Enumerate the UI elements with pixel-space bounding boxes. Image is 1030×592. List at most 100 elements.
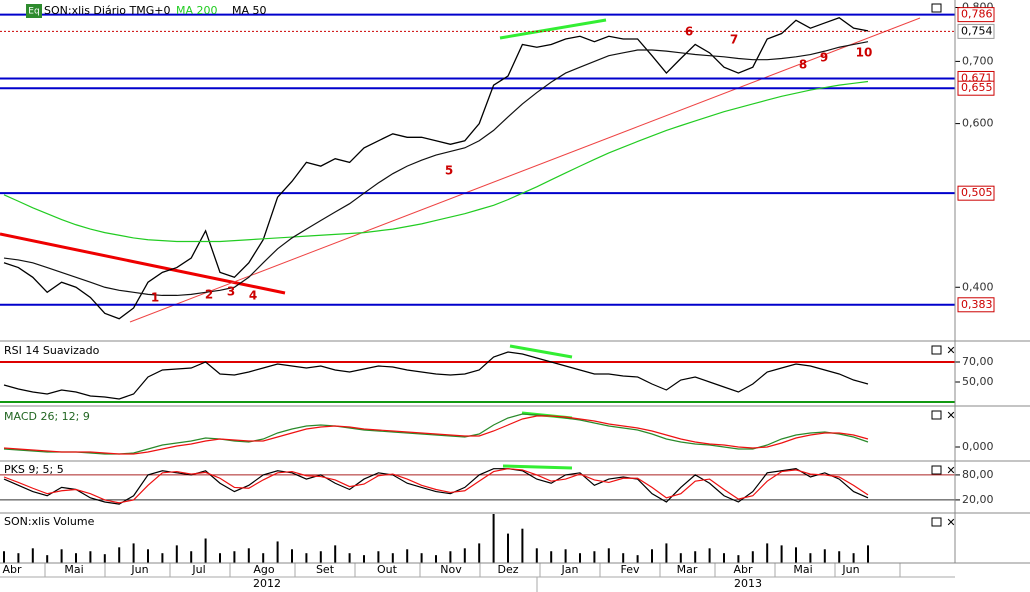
volume-bar — [17, 553, 20, 563]
volume-bar — [809, 553, 812, 563]
panel-title[interactable]: RSI 14 Suavizado — [4, 344, 100, 357]
volume-bar — [420, 553, 423, 563]
annotation: 3 — [227, 285, 235, 299]
x-tick-label: Jan — [561, 563, 579, 576]
volume-bar — [867, 545, 869, 563]
close-button[interactable]: ✕ — [946, 464, 955, 477]
volume-bar — [175, 545, 178, 563]
volume-bar — [737, 555, 740, 563]
volume-bar — [679, 553, 682, 563]
volume-bar — [406, 549, 409, 563]
level-label-box — [957, 23, 995, 39]
panel-title[interactable]: SON:xlis Diário TMG+0 — [44, 4, 170, 17]
level-label: 0,383 — [961, 298, 993, 311]
eq-icon[interactable] — [26, 4, 42, 18]
y-tick-label: 20,00 — [962, 493, 994, 506]
volume-bar — [89, 551, 92, 563]
maximize-button[interactable] — [931, 465, 942, 475]
series-line — [3, 413, 869, 455]
series-line — [3, 16, 869, 320]
y-tick-label: 0,700 — [962, 54, 994, 67]
series-line — [3, 468, 869, 504]
volume-bar — [391, 553, 394, 563]
volume-bar — [348, 553, 351, 563]
eq-icon-label: Eq — [28, 7, 39, 17]
volume-bar — [75, 553, 77, 563]
close-button[interactable]: ✕ — [946, 409, 955, 422]
x-tick-label: Abr — [733, 563, 753, 576]
maximize-button[interactable] — [931, 3, 942, 13]
volume-bar — [147, 549, 149, 563]
volume-bar — [535, 548, 538, 563]
volume-bar — [492, 514, 495, 563]
volume-bar — [463, 548, 466, 563]
legend-entry[interactable]: MA 200 — [176, 4, 218, 17]
volume-bar — [852, 553, 855, 563]
x-tick-label: Abr — [2, 563, 22, 576]
divergence-line — [499, 18, 607, 40]
x-tick-label: Ago — [253, 563, 275, 576]
volume-bar — [823, 549, 826, 563]
series-line — [3, 468, 869, 505]
volume-bar — [319, 551, 322, 563]
level-label-box — [957, 80, 995, 96]
volume-bar — [377, 551, 380, 563]
volume-bar — [449, 551, 452, 563]
divergence-line — [502, 464, 573, 470]
annotation: 6 — [685, 25, 693, 39]
y-tick-label: 0,600 — [962, 117, 994, 130]
close-button[interactable]: ✕ — [946, 516, 955, 529]
volume-bar — [291, 549, 293, 563]
maximize-button[interactable] — [931, 517, 942, 527]
volume-bar — [521, 528, 524, 563]
trendline — [0, 232, 286, 295]
x-tick-label: Out — [377, 563, 398, 576]
maximize-button[interactable] — [931, 345, 942, 355]
x-tick-label: Set — [316, 563, 335, 576]
series-line — [3, 351, 869, 400]
volume-bar — [478, 543, 481, 563]
level-label: 0,754 — [961, 24, 993, 37]
annotation: 5 — [445, 164, 453, 178]
volume-bar — [579, 553, 581, 563]
panel-title[interactable]: PKS 9; 5; 5 — [4, 463, 64, 476]
volume-bar — [665, 543, 668, 563]
volume-bar — [219, 553, 221, 563]
maximize-button[interactable] — [931, 410, 942, 420]
y-tick-label: 70,00 — [962, 355, 994, 368]
close-button[interactable]: ✕ — [946, 344, 955, 357]
volume-bar — [593, 551, 596, 563]
level-label-box — [957, 297, 995, 313]
trendline — [129, 17, 921, 323]
panel-title[interactable]: MACD 26; 12; 9 — [4, 410, 90, 423]
level-label-box — [957, 185, 995, 201]
year-label: 2013 — [734, 577, 762, 590]
volume-bar — [118, 547, 121, 563]
series-line — [3, 415, 869, 455]
volume-bar — [161, 553, 164, 563]
annotation: 10 — [856, 46, 873, 60]
volume-bar — [31, 548, 34, 563]
series-line — [3, 41, 869, 297]
volume-bar — [132, 543, 135, 563]
level-label: 0,786 — [961, 8, 993, 21]
legend-entry[interactable]: MA 50 — [232, 4, 267, 17]
series-line — [3, 80, 869, 243]
annotation: 8 — [799, 58, 807, 72]
volume-bar — [564, 549, 567, 563]
x-tick-label: Fev — [620, 563, 639, 576]
x-tick-label: Mai — [793, 563, 812, 576]
y-tick-label: 50,00 — [962, 375, 994, 388]
level-label: 0,505 — [961, 186, 993, 199]
y-tick-label: 0,000 — [962, 440, 994, 453]
x-tick-label: Nov — [440, 563, 462, 576]
volume-bar — [233, 551, 236, 563]
x-tick-label: Mai — [64, 563, 83, 576]
volume-bar — [46, 555, 49, 563]
divergence-line — [509, 344, 573, 359]
year-label: 2012 — [253, 577, 281, 590]
volume-bar — [694, 551, 697, 563]
panel-title[interactable]: SON:xlis Volume — [4, 515, 95, 528]
annotation: 4 — [249, 289, 257, 303]
